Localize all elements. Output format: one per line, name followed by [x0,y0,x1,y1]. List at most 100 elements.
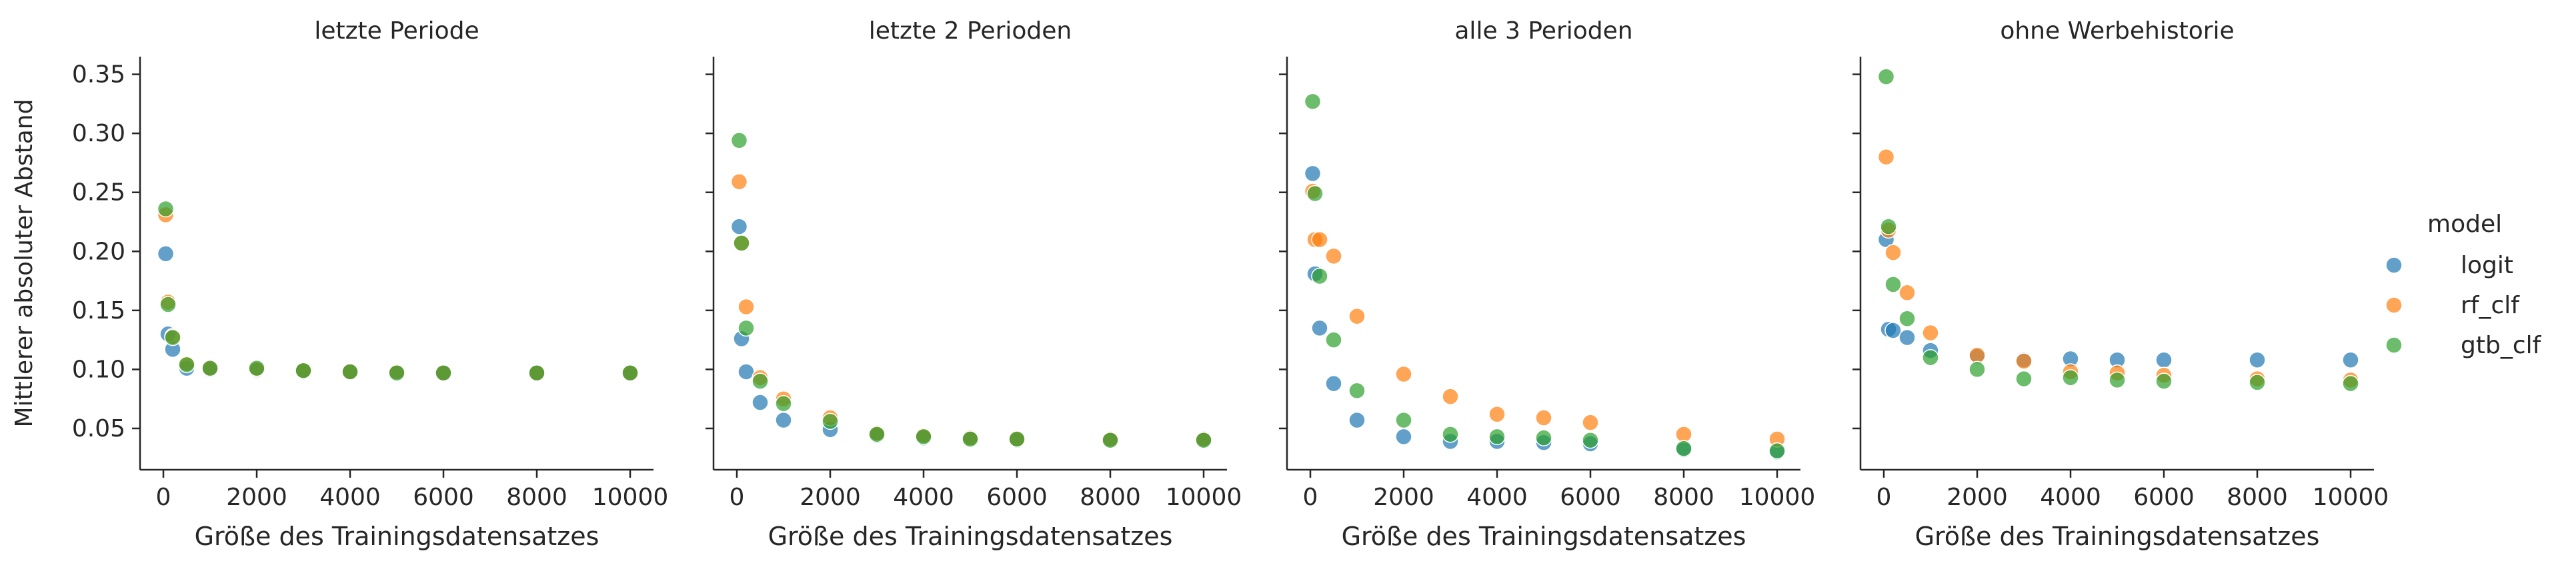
legend-item-rf_clf: rf_clf [2385,292,2520,319]
data-point-rf_clf [1535,409,1552,426]
data-point-gtb_clf [2062,369,2079,386]
x-tick-label: 0 [1303,484,1318,511]
data-point-gtb_clf [1325,331,1342,348]
legend-item-logit: logit [2385,252,2513,279]
x-tick-label: 8000 [506,484,567,511]
x-tick-label: 6000 [413,484,474,511]
data-point-logit [1884,322,1902,339]
data-point-gtb_clf [2342,374,2359,392]
series-gtb_clf [157,200,639,382]
facet-panel-4: ohne Werbehistorie 0 2000 4000 6000 8000 10000… [1852,17,2389,551]
data-point-logit [1304,165,1322,183]
data-point-logit [752,394,769,411]
x-tick-label: 2000 [800,484,861,511]
series-logit [157,245,639,382]
data-point-gtb_clf [1535,429,1552,446]
legend-label: rf_clf [2461,292,2520,319]
x-tick-label: 6000 [986,484,1048,511]
y-tick-label: 0.20 [72,238,125,265]
series-gtb_clf [1877,68,2359,392]
data-point-logit [2155,351,2173,369]
data-point-rf_clf [1442,388,1459,405]
series-rf_clf [1304,183,1786,448]
series-logit [730,218,1212,449]
y-tick-label: 0.05 [72,415,125,442]
x-tick-label: 8000 [2227,484,2288,511]
data-point-gtb_clf [1969,360,1986,378]
data-point-gtb_clf [1102,431,1119,449]
data-point-logit [1325,374,1342,392]
data-point-gtb_clf [752,372,769,390]
panel-title: ohne Werbehistorie [2000,17,2234,45]
data-point-rf_clf [1325,247,1342,265]
data-point-gtb_clf [1348,382,1366,400]
y-tick-label: 0.35 [72,61,125,89]
x-tick-label: 4000 [319,484,381,511]
data-point-gtb_clf [159,296,177,313]
data-point-gtb_clf [248,359,265,377]
data-point-gtb_clf [1008,430,1026,448]
data-point-gtb_clf [2015,370,2033,388]
x-tick-label: 0 [1876,484,1892,511]
x-axis-label: Größe des Trainingsdatensatzes [768,522,1173,551]
data-point-gtb_clf [822,412,839,430]
data-point-rf_clf [1884,244,1902,261]
x-tick-label: 0 [156,484,171,511]
legend-label: gtb_clf [2461,332,2542,359]
x-tick-label: 2000 [1947,484,2008,511]
x-tick-label: 10000 [592,484,669,511]
data-point-logit [1348,411,1366,429]
facet-panel-2: letzte 2 Perioden 0 2000 4000 6000 8000 10000 G… [706,17,1242,551]
data-point-gtb_clf [621,364,639,382]
x-tick-label: 8000 [1653,484,1714,511]
data-point-gtb_clf [915,428,932,446]
data-point-rf_clf [730,173,748,191]
x-axis-label: Größe des Trainingsdatensatzes [195,522,599,551]
data-point-gtb_clf [1884,276,1902,293]
data-point-logit [1395,428,1412,446]
data-point-gtb_clf [1582,431,1599,449]
x-tick-label: 8000 [1080,484,1141,511]
facet-panel-1: letzte Periode 0.05 0.10 0.15 0.20 0.25 0.30 0.… [72,17,668,551]
panel-title: letzte 2 Perioden [869,17,1072,45]
data-point-gtb_clf [2249,374,2266,391]
data-point-rf_clf [1488,405,1506,423]
x-tick-label: 4000 [2040,484,2101,511]
series-gtb_clf [1304,93,1786,460]
data-point-gtb_clf [201,359,219,377]
data-point-gtb_clf [388,364,405,382]
x-tick-label: 6000 [1560,484,1621,511]
data-point-gtb_clf [1306,185,1324,203]
x-tick-label: 6000 [2133,484,2195,511]
data-point-gtb_clf [295,362,312,379]
data-point-gtb_clf [1768,442,1786,460]
data-point-logit [2342,351,2359,369]
legend-items: logit rf_clf gtb_clf [2385,252,2542,359]
data-point-gtb_clf [738,319,755,337]
x-tick-label: 2000 [226,484,287,511]
panel-title: letzte Periode [314,17,479,45]
data-point-gtb_clf [1311,267,1328,285]
data-point-rf_clf [1922,324,1939,342]
y-tick-label: 0.30 [72,120,125,147]
data-point-gtb_clf [1922,348,1939,366]
data-point-gtb_clf [962,430,979,448]
x-tick-label: 10000 [2313,484,2389,511]
data-point-gtb_clf [1195,431,1212,449]
facet-panels: letzte Periode 0.05 0.10 0.15 0.20 0.25 0.30 0.… [72,17,2389,551]
x-axis-label: Größe des Trainingsdatensatzes [1342,522,1746,551]
legend-marker [2385,257,2403,274]
data-point-gtb_clf [341,363,359,380]
data-point-rf_clf [1898,284,1916,302]
y-axis-label: Mittlerer absoluter Abstand [11,99,38,428]
x-tick-label: 0 [730,484,745,511]
data-point-gtb_clf [164,328,181,346]
data-point-logit [2249,351,2266,369]
facet-panel-3: alle 3 Perioden 0 2000 4000 6000 8000 10000 Grö… [1279,17,1815,551]
panel-title: alle 3 Perioden [1454,17,1632,45]
data-point-gtb_clf [1304,93,1322,111]
data-point-logit [157,245,175,263]
series-logit [1877,231,2359,369]
x-axis-label: Größe des Trainingsdatensatzes [1915,522,2320,551]
data-point-gtb_clf [1877,68,1895,85]
